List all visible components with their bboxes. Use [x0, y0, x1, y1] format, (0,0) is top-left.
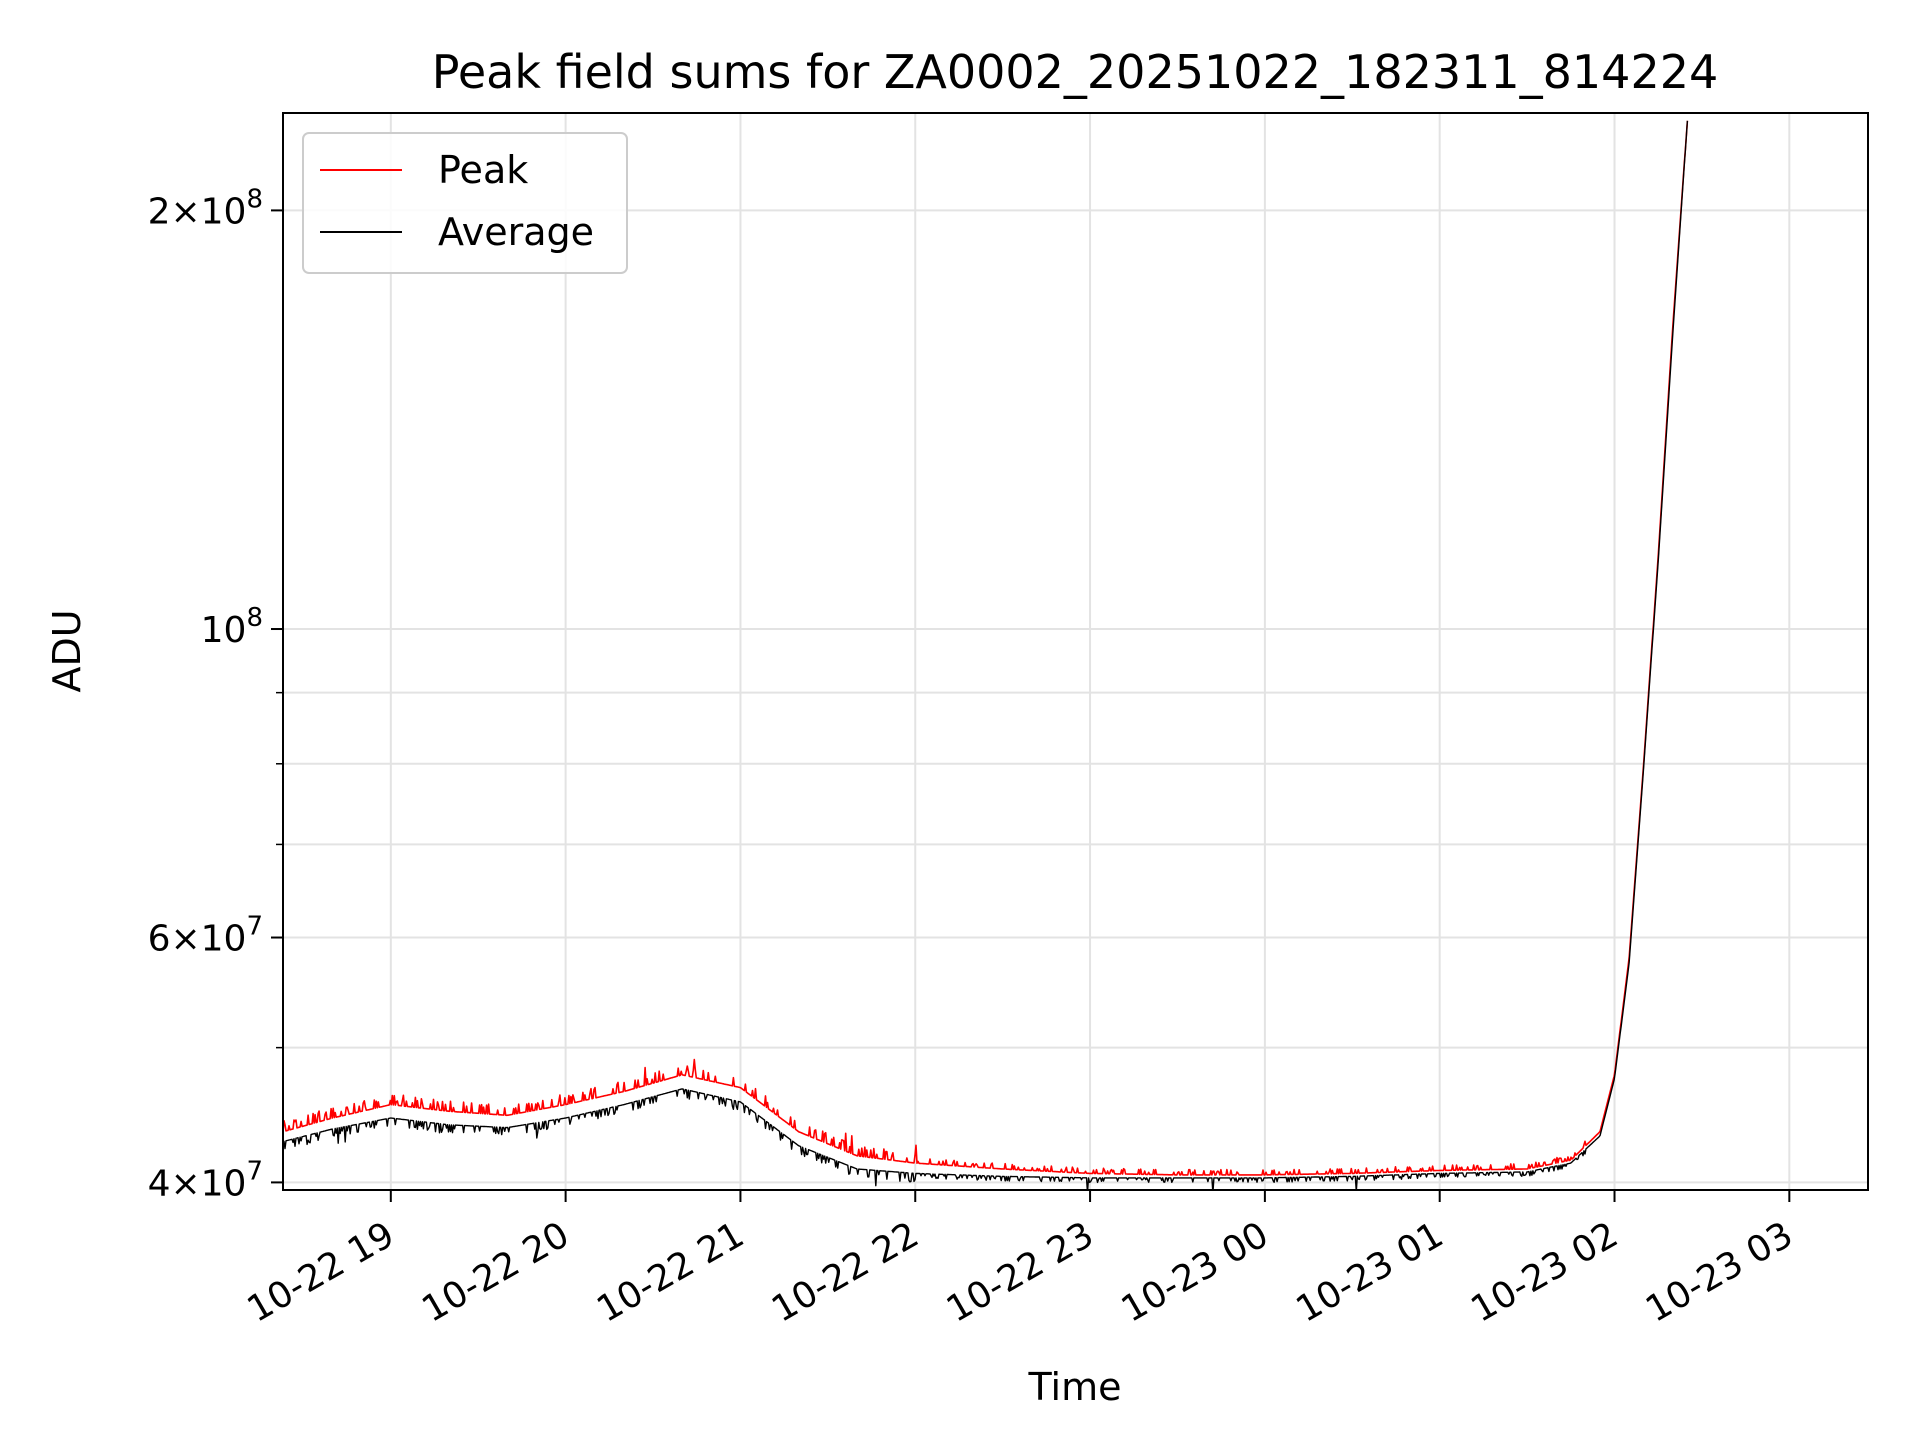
y-tick-label: 2×108: [148, 184, 263, 232]
plot-frame: [282, 112, 1869, 1191]
chart-title: Peak field sums for ZA0002_20251022_1823…: [432, 45, 1719, 99]
legend-label-average: Average: [438, 210, 594, 254]
legend: Peak Average: [302, 132, 628, 274]
y-tick-label: 108: [201, 603, 263, 651]
grid-lines: [283, 113, 1868, 1190]
y-axis-label: ADU: [45, 609, 89, 692]
series-layer: [283, 120, 1689, 1190]
x-axis-label: Time: [1028, 1365, 1122, 1409]
y-axis-ticks: 4×107 6×107 108 2×108: [148, 184, 283, 1204]
y-tick-label: 4×107: [148, 1156, 263, 1204]
legend-label-peak: Peak: [438, 148, 528, 192]
series-line-peak: [283, 120, 1689, 1176]
series-line-average: [283, 120, 1689, 1190]
legend-box: [302, 132, 628, 274]
y-tick-label: 6×107: [148, 912, 263, 960]
